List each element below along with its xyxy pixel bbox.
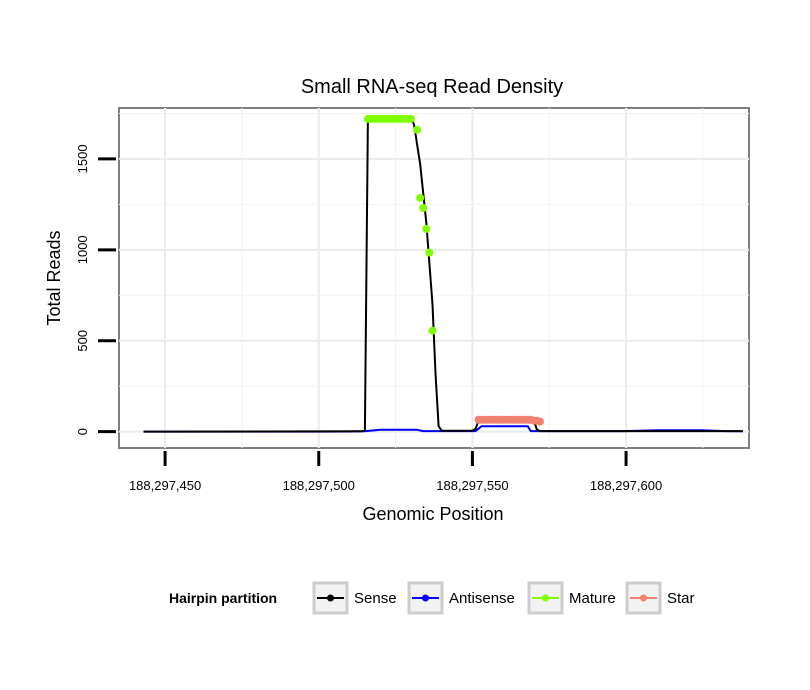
x-tick-label: 188,297,550 (436, 478, 508, 493)
plot-panel (118, 107, 750, 449)
mature-point (416, 194, 425, 202)
x-axis: 188,297,450 188,297,500 188,297,550 188,297… (129, 451, 662, 493)
legend-key-point (542, 594, 549, 602)
legend-label: Star (667, 590, 695, 607)
legend-label: Sense (354, 590, 397, 607)
legend-label: Antisense (449, 590, 515, 607)
mature-point (422, 224, 431, 233)
series-points (363, 114, 544, 426)
y-axis-label: Total Reads (44, 230, 64, 325)
mature-point (419, 204, 428, 212)
y-tick-label: 1500 (75, 144, 90, 173)
y-axis: 0 500 1000 1500 (75, 144, 116, 435)
y-tick-label: 500 (75, 330, 90, 352)
mature-point (425, 248, 434, 257)
mature-point (407, 114, 415, 123)
legend-title: Hairpin partition (169, 590, 277, 606)
legend-key-point (640, 594, 647, 602)
x-axis-label: Genomic Position (362, 504, 503, 524)
star-point (536, 417, 544, 426)
legend: Hairpin partition Sense Antisense Mature St… (169, 581, 695, 615)
y-tick-label: 1000 (75, 235, 90, 264)
mature-point (428, 326, 437, 335)
x-tick-label: 188,297,500 (283, 478, 355, 493)
chart-title: Small RNA-seq Read Density (301, 76, 563, 98)
legend-label: Mature (569, 590, 616, 607)
x-tick-label: 188,297,450 (129, 478, 201, 493)
x-tick-label: 188,297,600 (590, 478, 662, 493)
mature-point (413, 125, 422, 134)
legend-key-point (327, 594, 334, 602)
y-tick-label: 0 (75, 428, 90, 435)
legend-key-point (422, 594, 429, 602)
